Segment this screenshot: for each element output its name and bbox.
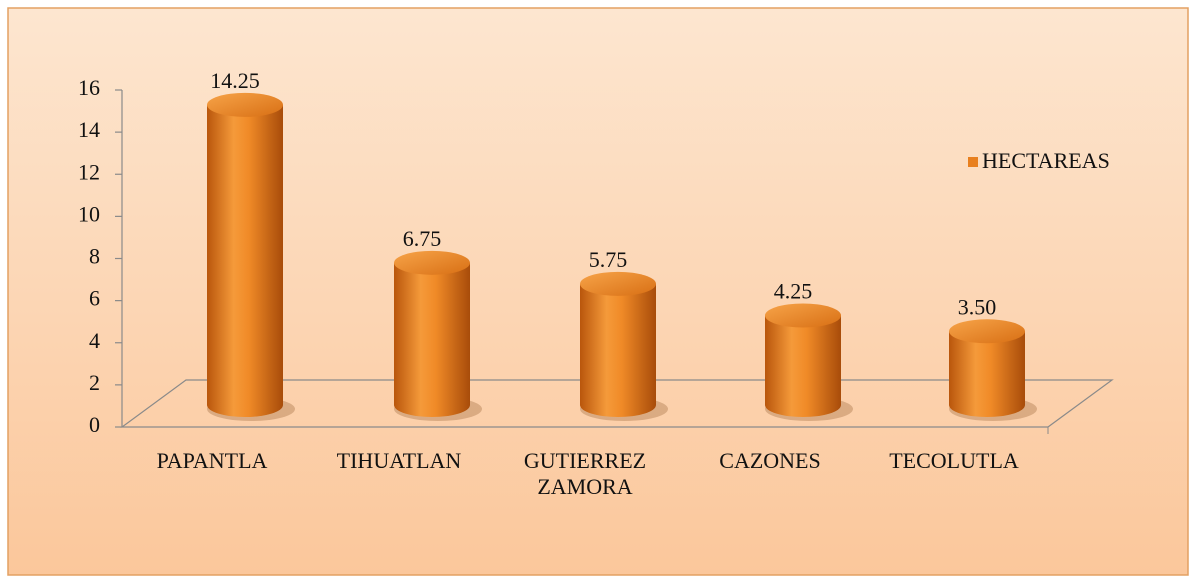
bar-cap [580,271,656,296]
y-tick-label: 16 [78,75,100,100]
legend-swatch [968,157,978,167]
data-label: 3.50 [958,294,997,319]
bar-cap [207,92,283,117]
bar [580,283,656,417]
x-tick-label: TIHUATLAN [336,448,462,473]
y-tick-label: 4 [89,328,100,353]
x-tick-label: TECOLUTLA [889,448,1019,473]
data-label: 4.25 [774,279,813,304]
y-tick-label: 14 [78,117,100,142]
bar-cap [765,303,841,328]
x-tick-label: PAPANTLA [156,448,268,473]
y-tick-label: 8 [89,244,100,269]
x-tick-label: CAZONES [719,448,821,473]
y-tick-label: 10 [78,201,100,226]
bar [949,331,1025,417]
legend-label: HECTAREAS [982,148,1110,173]
bar-cap [949,319,1025,344]
bar [394,262,470,417]
x-tick-label: GUTIERREZ ZAMORA [523,448,647,499]
y-tick-label: 0 [89,412,100,437]
bar [765,315,841,417]
bar-cap [394,250,470,275]
bar [207,104,283,417]
floor [120,379,1114,428]
y-tick-label: 6 [89,286,100,311]
y-tick-label: 12 [78,159,100,184]
data-label: 5.75 [589,247,628,272]
data-label: 14.25 [210,68,260,93]
y-tick-label: 2 [89,370,100,395]
data-label: 6.75 [403,226,442,251]
